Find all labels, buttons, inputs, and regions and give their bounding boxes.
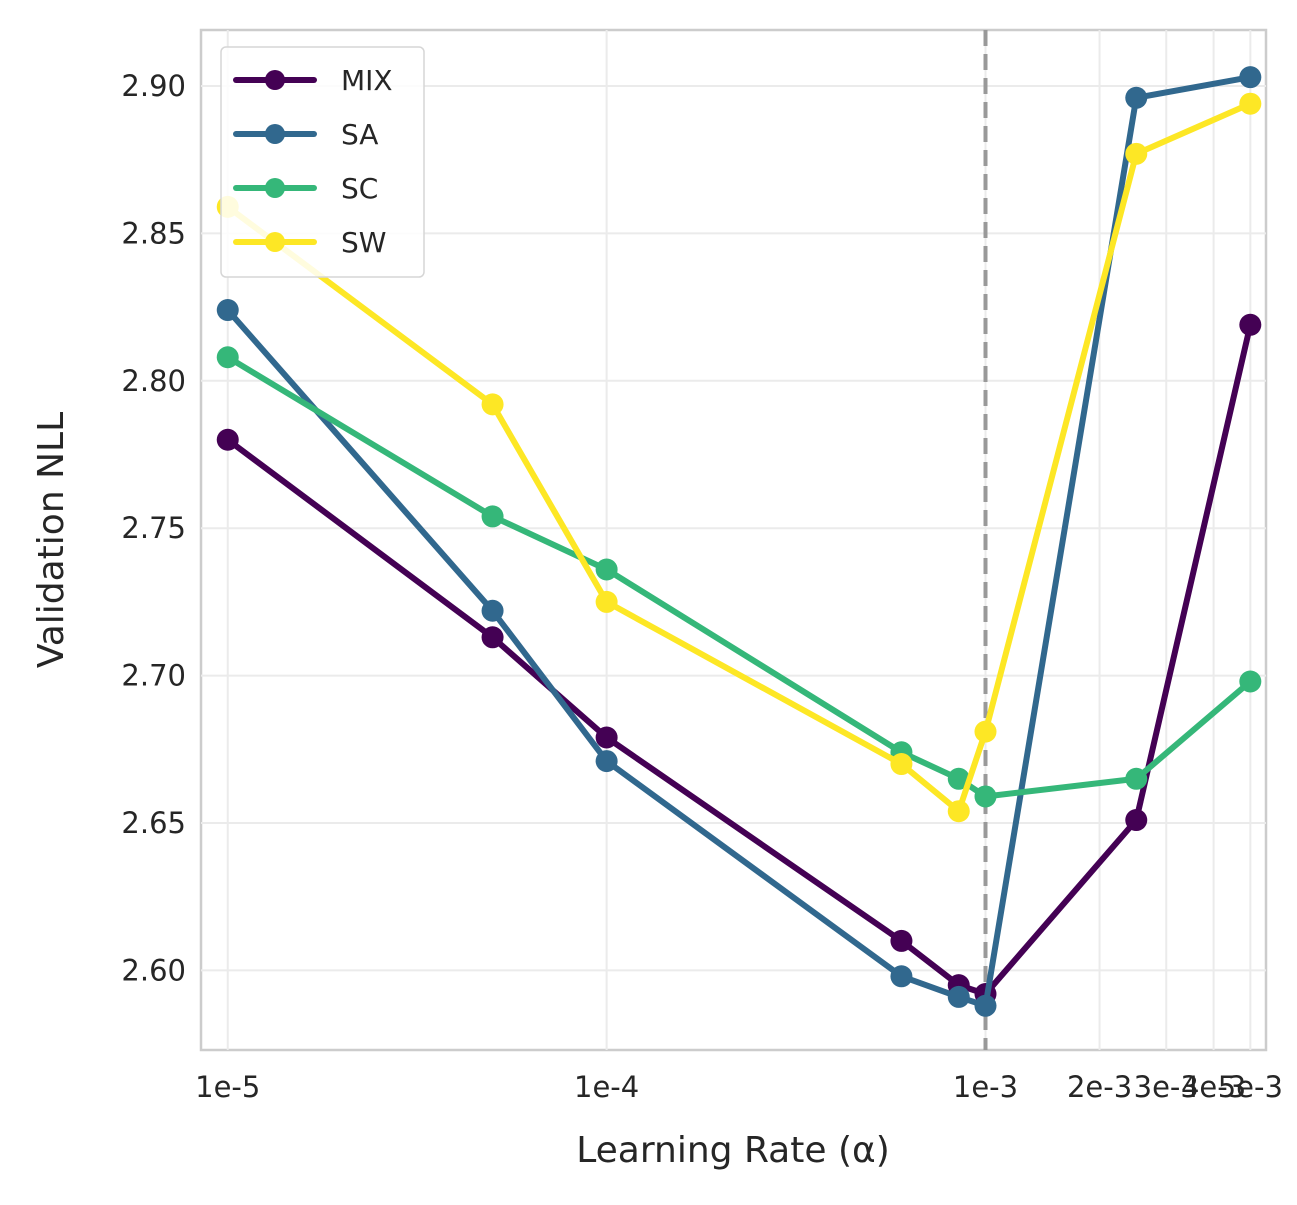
x-tick-label: 5e-3: [1218, 1070, 1283, 1104]
legend-item-sw: SW: [233, 226, 386, 259]
x-tick-label: 1e-3: [953, 1070, 1018, 1104]
data-point: [216, 428, 239, 451]
y-tick-label: 2.85: [121, 216, 186, 250]
data-point: [481, 626, 504, 649]
data-point: [974, 720, 997, 743]
legend-marker: [265, 232, 285, 252]
data-point: [890, 753, 913, 776]
data-point: [481, 505, 504, 528]
legend-label: SW: [341, 226, 386, 259]
legend-label: SA: [341, 118, 378, 151]
legend: MIX SA SC SW: [220, 46, 425, 278]
data-point: [1239, 313, 1262, 336]
series-line-sc: [224, 354, 1254, 800]
x-tick-label: 1e-4: [574, 1070, 639, 1104]
series-group: [216, 66, 1262, 1017]
data-point: [1239, 66, 1262, 89]
legend-marker: [265, 70, 285, 90]
x-tick-label: 1e-5: [195, 1070, 260, 1104]
data-point: [481, 599, 504, 622]
y-tick-label: 2.65: [121, 806, 186, 840]
y-tick-label: 2.70: [121, 659, 186, 693]
legend-item-sa: SA: [233, 118, 378, 151]
data-point: [1125, 767, 1148, 790]
data-point: [595, 558, 618, 581]
legend-label: SC: [341, 172, 378, 205]
legend-label: MIX: [341, 64, 393, 97]
y-tick-labels: 2.60 2.65 2.70 2.75 2.80 2.85 2.90: [121, 69, 186, 987]
series-line-mix: [224, 321, 1254, 997]
data-point: [595, 590, 618, 613]
x-tick-label: 4e-3: [1181, 1070, 1246, 1104]
data-point: [216, 299, 239, 322]
data-point: [481, 393, 504, 416]
data-point: [890, 965, 913, 988]
x-tick-label: 3e-3: [1134, 1070, 1199, 1104]
data-point: [1239, 92, 1262, 115]
data-point: [890, 929, 913, 952]
legend-item-sc: SC: [233, 172, 378, 205]
legend-box: [220, 46, 425, 278]
data-point: [947, 800, 970, 823]
y-axis-title: Validation NLL: [31, 412, 72, 668]
y-tick-label: 2.90: [121, 69, 186, 103]
series-line-sw: [224, 100, 1254, 815]
legend-marker: [265, 178, 285, 198]
data-point: [595, 726, 618, 749]
data-point: [947, 985, 970, 1008]
y-tick-label: 2.60: [121, 953, 186, 987]
y-tick-label: 2.75: [121, 511, 186, 545]
data-point: [1125, 142, 1148, 165]
legend-marker: [265, 124, 285, 144]
data-point: [1125, 86, 1148, 109]
data-point: [974, 994, 997, 1017]
legend-item-mix: MIX: [233, 64, 393, 97]
data-point: [1239, 670, 1262, 693]
data-point: [216, 346, 239, 369]
x-tick-labels: 1e-5 1e-4 1e-3 2e-3 3e-34e-35e-3: [195, 1070, 1283, 1104]
y-tick-label: 2.80: [121, 364, 186, 398]
data-point: [595, 750, 618, 773]
data-point: [1125, 809, 1148, 832]
series-sc: [216, 346, 1262, 808]
data-point: [947, 767, 970, 790]
data-point: [974, 785, 997, 808]
x-tick-label: 2e-3: [1067, 1070, 1132, 1104]
x-axis-title: Learning Rate (α): [576, 1130, 890, 1171]
